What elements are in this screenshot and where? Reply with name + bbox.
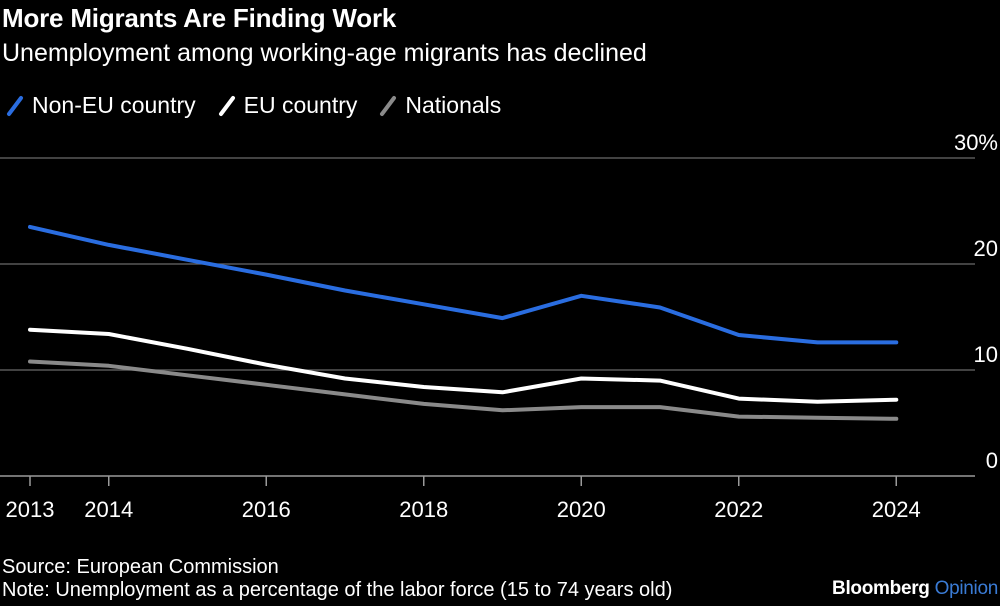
legend-label-non-eu: Non-EU country — [32, 92, 196, 118]
legend-swatch-eu — [218, 95, 235, 116]
x-tick-label-2022: 2022 — [714, 497, 763, 522]
x-tick-label-2024: 2024 — [872, 497, 921, 522]
x-tick-label-2016: 2016 — [242, 497, 291, 522]
series-line-non-eu-country — [28, 224, 899, 345]
brand-sub: Opinion — [934, 578, 999, 599]
x-tick-label-2013: 2013 — [6, 497, 55, 522]
brand-logo: Bloomberg Opinion — [832, 578, 998, 600]
legend: Non-EU country EU country Nationals — [6, 92, 523, 119]
y-tick-label-30: 30% — [954, 130, 998, 155]
legend-label-eu: EU country — [243, 92, 358, 118]
y-tick-label-0: 0 — [986, 448, 998, 473]
chart-subtitle: Unemployment among working-age migrants … — [2, 39, 647, 67]
footnote: Note: Unemployment as a percentage of th… — [2, 579, 673, 601]
legend-label-nationals: Nationals — [405, 92, 502, 118]
chart-title: More Migrants Are Finding Work — [2, 3, 397, 33]
legend-item-eu: EU country — [218, 92, 358, 119]
y-tick-label-20: 20 — [974, 236, 998, 261]
legend-item-nationals: Nationals — [379, 92, 501, 119]
legend-swatch-non-eu — [7, 95, 23, 116]
series-line-eu-country — [28, 327, 899, 404]
y-tick-label-10: 10 — [974, 342, 998, 367]
brand-main: Bloomberg — [832, 578, 930, 599]
x-tick-label-2018: 2018 — [399, 497, 448, 522]
series-line-nationals — [28, 359, 899, 421]
legend-item-non-eu: Non-EU country — [6, 92, 196, 119]
source-note: Source: European Commission — [2, 556, 279, 578]
legend-swatch-nationals — [380, 95, 397, 116]
x-tick-label-2020: 2020 — [557, 497, 606, 522]
x-tick-label-2014: 2014 — [84, 497, 133, 522]
